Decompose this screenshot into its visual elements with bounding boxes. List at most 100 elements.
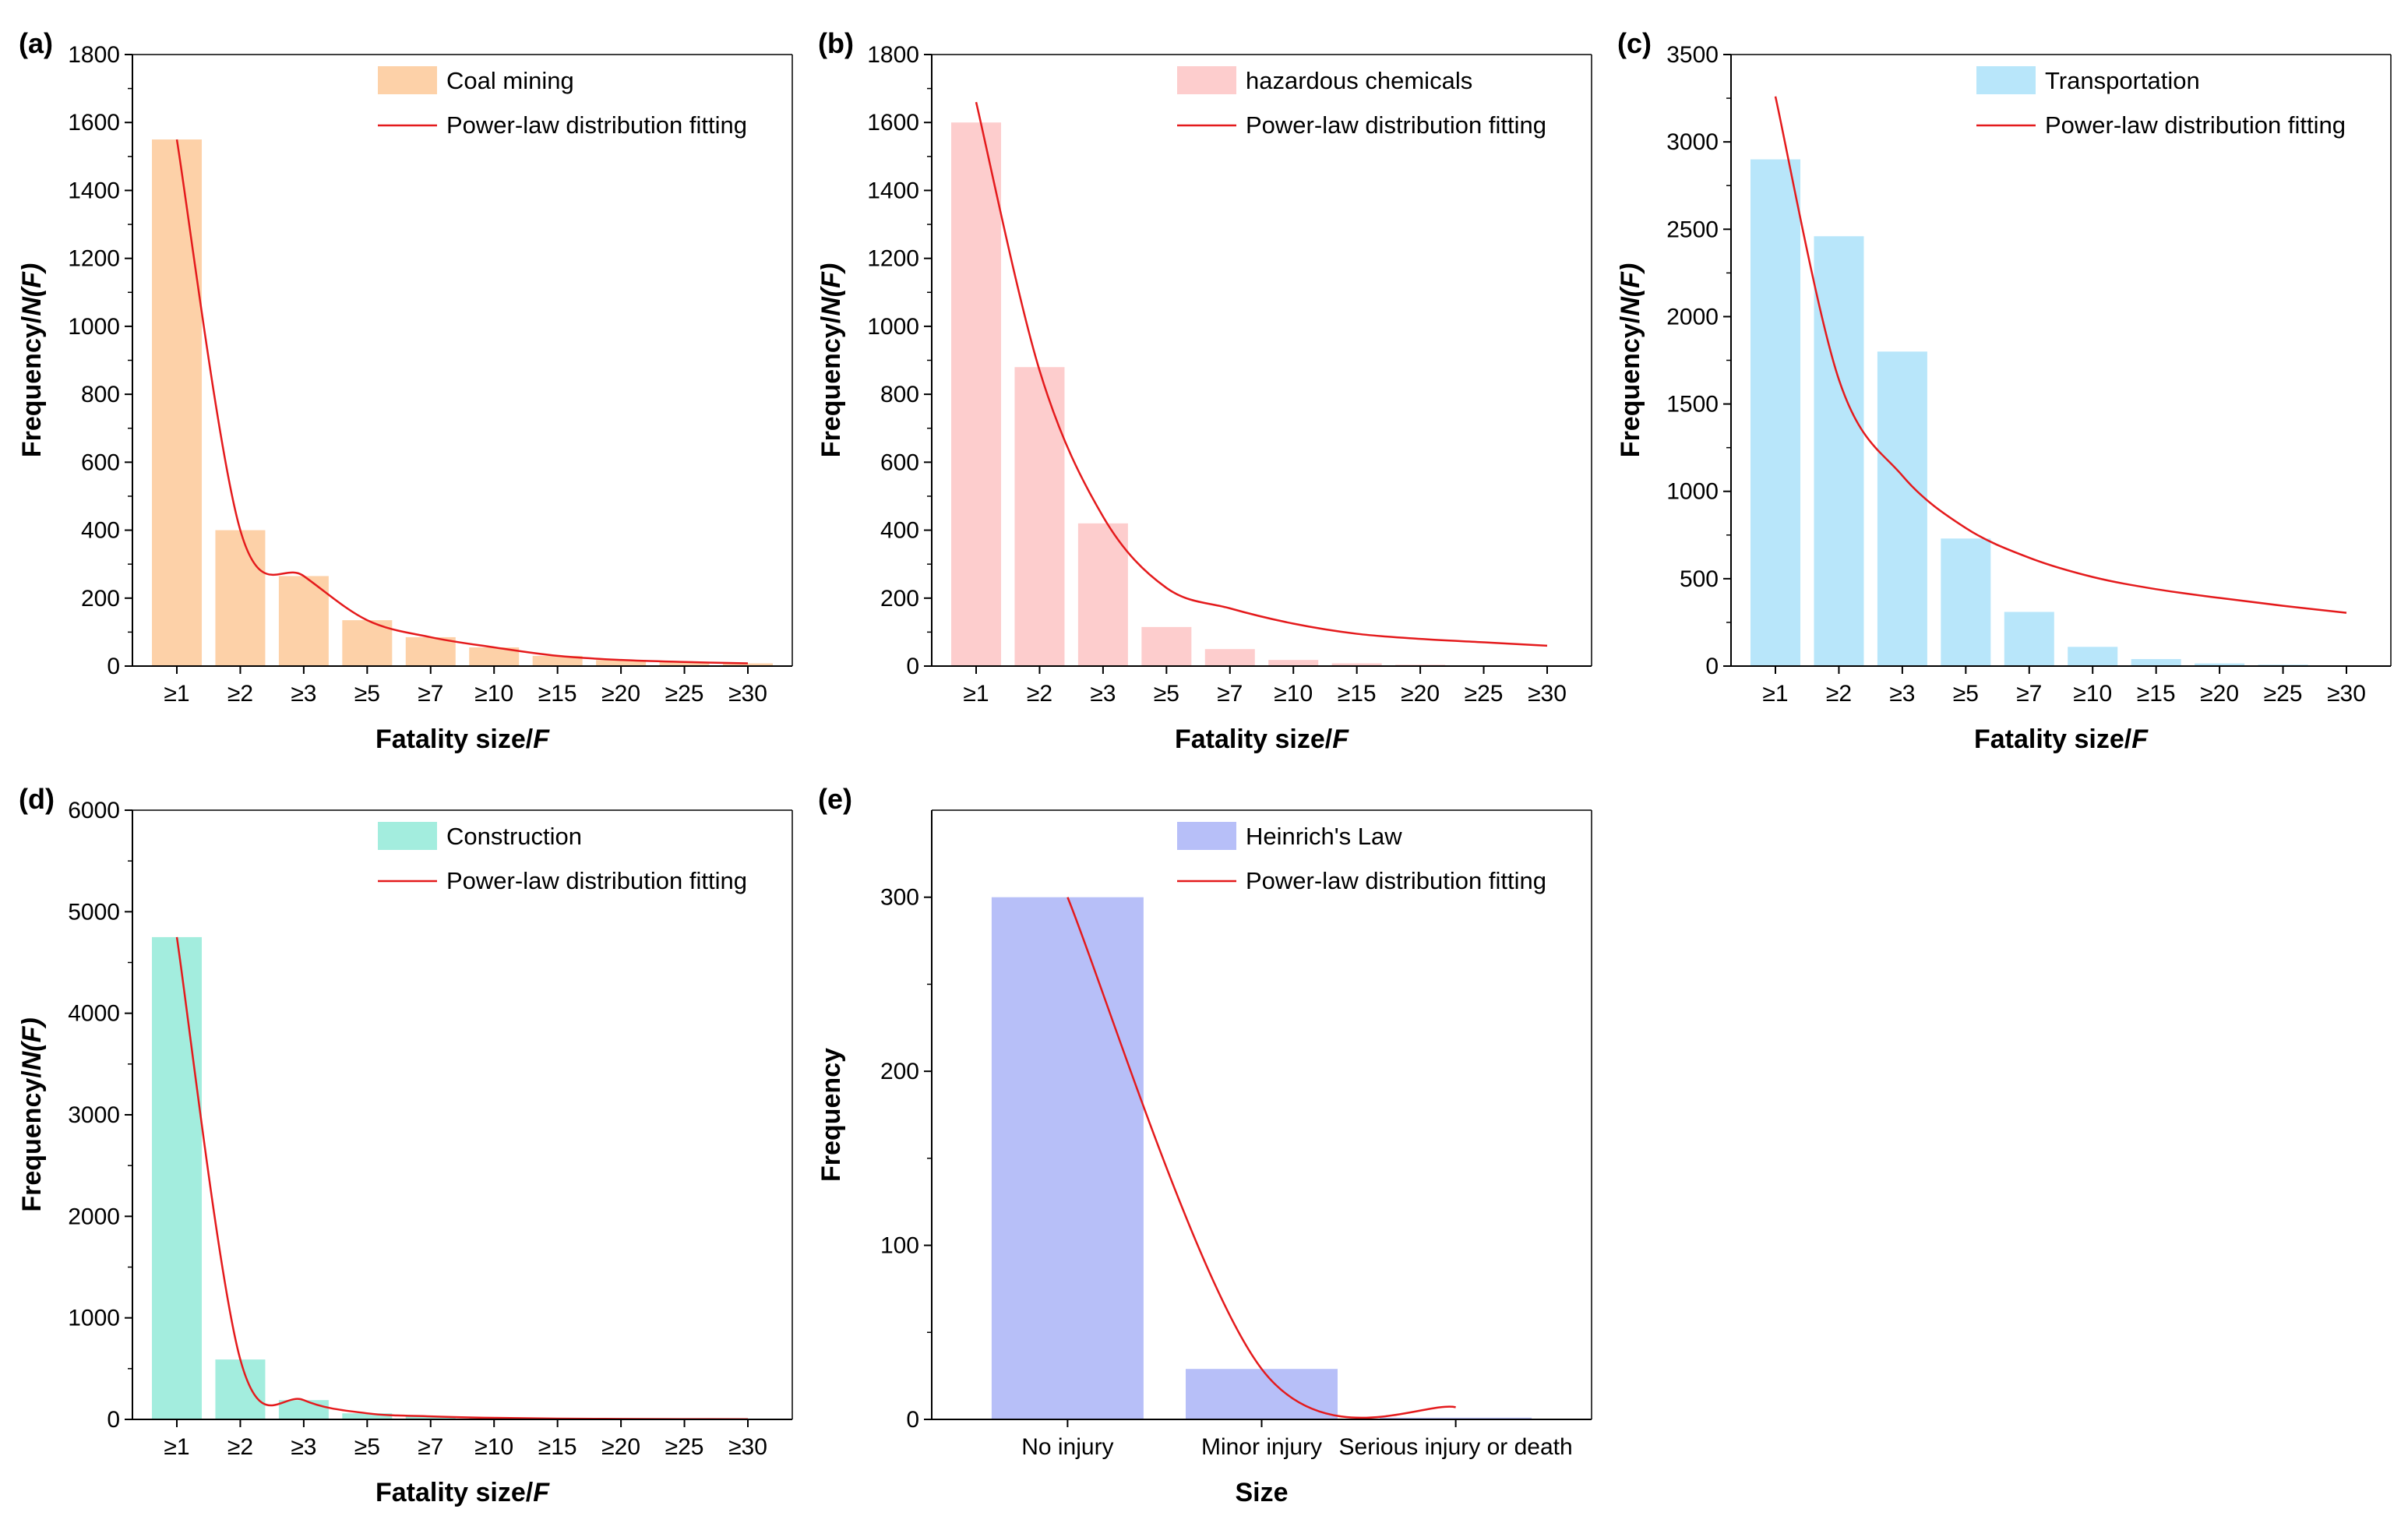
bar — [342, 620, 393, 666]
legend-label-line: Power-law distribution fitting — [2045, 111, 2346, 139]
y-tick-label: 1600 — [867, 110, 919, 136]
bar — [1814, 236, 1864, 666]
x-tick-label: ≥2 — [227, 681, 253, 707]
legend-label-bar: Transportation — [2045, 67, 2200, 94]
y-axis-title-text: Frequency/ — [816, 316, 846, 457]
x-tick-label: ≥5 — [354, 681, 380, 707]
bar — [405, 1416, 456, 1419]
x-tick-label: ≥30 — [2327, 681, 2366, 707]
x-axis-title: Fatality size/F — [375, 725, 550, 754]
y-tick-label: 1000 — [1666, 479, 1719, 505]
bar — [215, 1359, 266, 1419]
y-tick-label: 1000 — [867, 314, 919, 340]
bar — [596, 660, 647, 666]
bar — [405, 636, 456, 666]
bar — [722, 663, 773, 666]
bar — [215, 530, 266, 666]
bar — [469, 647, 520, 666]
x-axis-title-variable: F — [533, 1478, 550, 1507]
bar — [1268, 660, 1319, 666]
bar — [1750, 159, 1801, 667]
bar — [342, 1413, 393, 1419]
x-tick-label: ≥1 — [164, 1434, 189, 1460]
x-axis-title-text: Fatality size/ — [375, 725, 534, 754]
legend-swatch-bar — [1177, 822, 1236, 850]
y-tick-label: 1400 — [867, 178, 919, 203]
x-tick-label: ≥2 — [1826, 681, 1852, 707]
power-law-fit-line — [1067, 897, 1456, 1419]
x-axis-title: Fatality size/F — [1175, 725, 1349, 754]
bar — [1331, 663, 1382, 666]
y-axis-title-variable: N(F) — [816, 263, 846, 316]
legend-swatch-bar — [378, 822, 437, 850]
legend-swatch-bar — [378, 66, 437, 94]
y-tick-label: 0 — [107, 1407, 120, 1433]
y-tick-label: 400 — [880, 518, 919, 544]
bar — [991, 897, 1144, 1419]
y-tick-label: 2500 — [1666, 217, 1719, 242]
y-tick-label: 600 — [81, 450, 120, 475]
x-tick-label: ≥1 — [1762, 681, 1788, 707]
bar — [1186, 1369, 1338, 1419]
x-tick-label: ≥7 — [2016, 681, 2042, 707]
y-axis-title: Frequency/N(F) — [1616, 263, 1645, 457]
y-axis-title-variable: N(F) — [1616, 263, 1645, 316]
panel-b: (b) 0 200 400 600 800 1000 1200 1400 1600 1800 ≥1 ≥2… — [816, 27, 1592, 754]
y-tick-label: 3000 — [1666, 129, 1719, 155]
y-tick-label: 500 — [1680, 566, 1719, 592]
x-axis-title-variable: F — [1332, 725, 1349, 754]
bar — [2004, 612, 2054, 666]
bar — [951, 122, 1002, 666]
legend-label-bar: Heinrich's Law — [1246, 823, 1402, 850]
x-tick-label: Minor injury — [1201, 1434, 1322, 1460]
x-tick-label: ≥25 — [665, 1434, 704, 1460]
x-tick-label: ≥25 — [1465, 681, 1504, 707]
bar — [152, 139, 203, 666]
x-tick-label: ≥30 — [728, 681, 767, 707]
y-tick-label: 0 — [906, 654, 919, 679]
bar — [1204, 649, 1255, 666]
bar — [1077, 523, 1128, 666]
x-tick-label: ≥5 — [1953, 681, 1979, 707]
x-axis-title-text: Fatality size/ — [1974, 725, 2132, 754]
bar — [2131, 659, 2181, 666]
x-tick-label: ≥25 — [665, 681, 704, 707]
y-tick-label: 100 — [880, 1233, 919, 1259]
x-tick-label: ≥1 — [963, 681, 989, 707]
y-tick-label: 1400 — [68, 178, 120, 203]
x-tick-label: ≥2 — [227, 1434, 253, 1460]
x-tick-label: ≥10 — [2073, 681, 2112, 707]
y-tick-label: 200 — [880, 1059, 919, 1084]
bar — [2195, 663, 2245, 666]
bar — [659, 661, 710, 666]
bar — [1380, 1417, 1532, 1419]
x-tick-label: ≥5 — [1154, 681, 1179, 707]
y-tick-label: 1600 — [68, 110, 120, 136]
x-tick-label: ≥15 — [538, 681, 577, 707]
y-tick-label: 600 — [880, 450, 919, 475]
x-tick-label: ≥10 — [474, 1434, 513, 1460]
y-tick-label: 1200 — [867, 246, 919, 272]
y-tick-label: 6000 — [68, 798, 120, 823]
x-tick-label: ≥3 — [291, 1434, 316, 1460]
bar — [2068, 647, 2118, 666]
y-axis-title-variable: N(F) — [17, 263, 47, 316]
y-axis-title: Frequency/N(F) — [17, 263, 47, 457]
bar — [278, 1400, 329, 1419]
y-tick-label: 0 — [107, 654, 120, 679]
y-axis-title: Frequency/N(F) — [17, 1017, 47, 1211]
power-law-fit-line — [975, 101, 1548, 647]
y-tick-label: 3500 — [1666, 42, 1719, 68]
x-tick-label: ≥15 — [1338, 681, 1377, 707]
legend-label-line: Power-law distribution fitting — [1246, 867, 1546, 894]
bar — [278, 576, 329, 666]
x-axis-title-text: Fatality size/ — [375, 1478, 534, 1507]
panel-label: (d) — [19, 783, 55, 815]
y-tick-label: 1800 — [68, 42, 120, 68]
x-tick-label: ≥20 — [1401, 681, 1440, 707]
y-tick-label: 5000 — [68, 899, 120, 925]
x-tick-label: ≥7 — [418, 1434, 443, 1460]
legend-label-bar: Construction — [446, 823, 582, 850]
panel-c: (c) 0 500 1000 1500 2000 2500 3000 3500 ≥1 ≥2 ≥3 ≥5 ≥… — [1616, 27, 2392, 754]
